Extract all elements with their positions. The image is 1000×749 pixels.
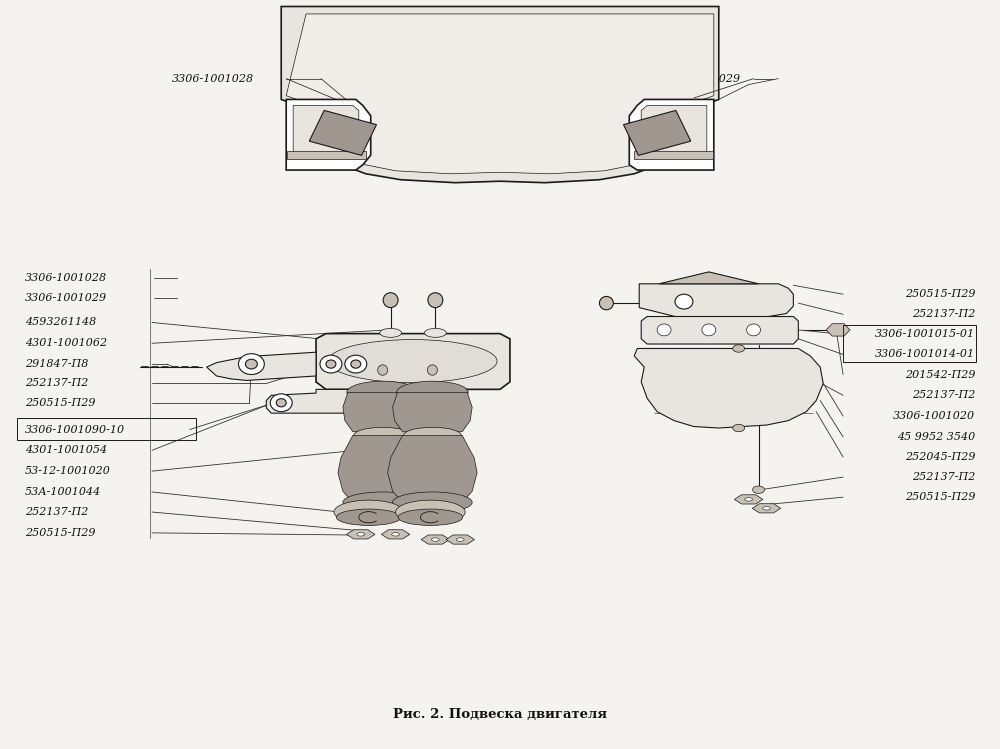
Text: 250515-П29: 250515-П29 <box>905 289 975 299</box>
Ellipse shape <box>357 533 365 536</box>
Text: 291847-П8: 291847-П8 <box>25 359 88 369</box>
Ellipse shape <box>398 509 463 525</box>
Text: 201542-П29: 201542-П29 <box>905 369 975 380</box>
Polygon shape <box>446 535 474 544</box>
Text: 3306-1001014-01: 3306-1001014-01 <box>875 350 975 360</box>
Ellipse shape <box>347 381 418 404</box>
Ellipse shape <box>456 538 464 542</box>
Polygon shape <box>286 14 714 174</box>
Ellipse shape <box>345 355 367 373</box>
Ellipse shape <box>431 538 439 542</box>
Ellipse shape <box>396 500 465 524</box>
Text: 3306-1001015-01: 3306-1001015-01 <box>875 330 975 339</box>
Ellipse shape <box>326 360 336 369</box>
Ellipse shape <box>599 297 613 310</box>
Ellipse shape <box>383 293 398 308</box>
Ellipse shape <box>378 365 388 375</box>
Polygon shape <box>629 100 714 170</box>
Ellipse shape <box>334 500 404 524</box>
Polygon shape <box>316 333 510 389</box>
Polygon shape <box>421 535 450 544</box>
Polygon shape <box>286 100 371 170</box>
Ellipse shape <box>238 354 264 374</box>
Ellipse shape <box>427 365 437 375</box>
Text: 4593261148: 4593261148 <box>25 318 96 327</box>
Ellipse shape <box>702 324 716 336</box>
Polygon shape <box>393 392 472 431</box>
Text: 3306-1001029: 3306-1001029 <box>659 73 741 84</box>
Ellipse shape <box>745 497 752 501</box>
Polygon shape <box>207 352 316 380</box>
Ellipse shape <box>763 506 770 510</box>
Text: 252137-П2: 252137-П2 <box>912 309 975 319</box>
Text: 3306-1001029: 3306-1001029 <box>25 293 107 303</box>
Polygon shape <box>343 392 422 431</box>
Ellipse shape <box>753 486 765 494</box>
Ellipse shape <box>351 360 361 369</box>
Text: 250515-П29: 250515-П29 <box>905 492 975 502</box>
Ellipse shape <box>747 324 761 336</box>
Ellipse shape <box>380 328 402 337</box>
Text: 53-12-1001020: 53-12-1001020 <box>25 466 111 476</box>
Ellipse shape <box>328 339 497 383</box>
Text: Рис. 2. Подвеска двигателя: Рис. 2. Подвеска двигателя <box>393 709 607 721</box>
Ellipse shape <box>392 533 399 536</box>
Text: 53А-1001044: 53А-1001044 <box>25 487 101 497</box>
Polygon shape <box>287 151 366 159</box>
Text: 3306-1001028: 3306-1001028 <box>172 73 254 84</box>
Polygon shape <box>309 110 377 155</box>
Ellipse shape <box>354 427 411 443</box>
Polygon shape <box>634 151 713 159</box>
Polygon shape <box>623 110 691 155</box>
Polygon shape <box>293 106 359 155</box>
Text: 252045-П29: 252045-П29 <box>905 452 975 462</box>
Polygon shape <box>634 348 823 428</box>
Polygon shape <box>641 106 707 155</box>
Polygon shape <box>338 435 427 503</box>
Text: 4301-1001062: 4301-1001062 <box>25 339 107 348</box>
Polygon shape <box>659 272 759 284</box>
Text: 45 9952 3540: 45 9952 3540 <box>897 432 975 442</box>
Ellipse shape <box>336 509 401 525</box>
Ellipse shape <box>245 360 257 369</box>
Polygon shape <box>388 435 477 503</box>
Polygon shape <box>641 317 798 344</box>
Text: 252137-П2: 252137-П2 <box>25 378 88 389</box>
Ellipse shape <box>675 294 693 309</box>
Text: 250515-П29: 250515-П29 <box>25 528 95 538</box>
Ellipse shape <box>733 425 745 431</box>
Polygon shape <box>266 389 401 413</box>
Text: 4301-1001054: 4301-1001054 <box>25 446 107 455</box>
Ellipse shape <box>276 398 286 407</box>
Polygon shape <box>281 7 719 183</box>
Polygon shape <box>381 530 410 539</box>
Ellipse shape <box>428 293 443 308</box>
Polygon shape <box>826 324 850 336</box>
Ellipse shape <box>733 345 745 352</box>
Text: 252137-П2: 252137-П2 <box>912 472 975 482</box>
Polygon shape <box>347 530 375 539</box>
Ellipse shape <box>320 355 342 373</box>
Text: 3306-1001090-10: 3306-1001090-10 <box>25 425 125 434</box>
Text: 3306-1001028: 3306-1001028 <box>25 273 107 283</box>
Ellipse shape <box>657 324 671 336</box>
Polygon shape <box>734 495 763 504</box>
Polygon shape <box>752 504 781 513</box>
Text: 250515-П29: 250515-П29 <box>25 398 95 408</box>
Ellipse shape <box>343 492 422 513</box>
Ellipse shape <box>424 328 446 337</box>
Ellipse shape <box>393 492 472 513</box>
Text: 3306-1001020: 3306-1001020 <box>893 411 975 421</box>
Ellipse shape <box>404 427 461 443</box>
Text: 252137-П2: 252137-П2 <box>912 390 975 400</box>
Polygon shape <box>639 284 793 321</box>
Ellipse shape <box>270 394 292 412</box>
Ellipse shape <box>397 381 468 404</box>
Text: 252137-П2: 252137-П2 <box>25 507 88 517</box>
